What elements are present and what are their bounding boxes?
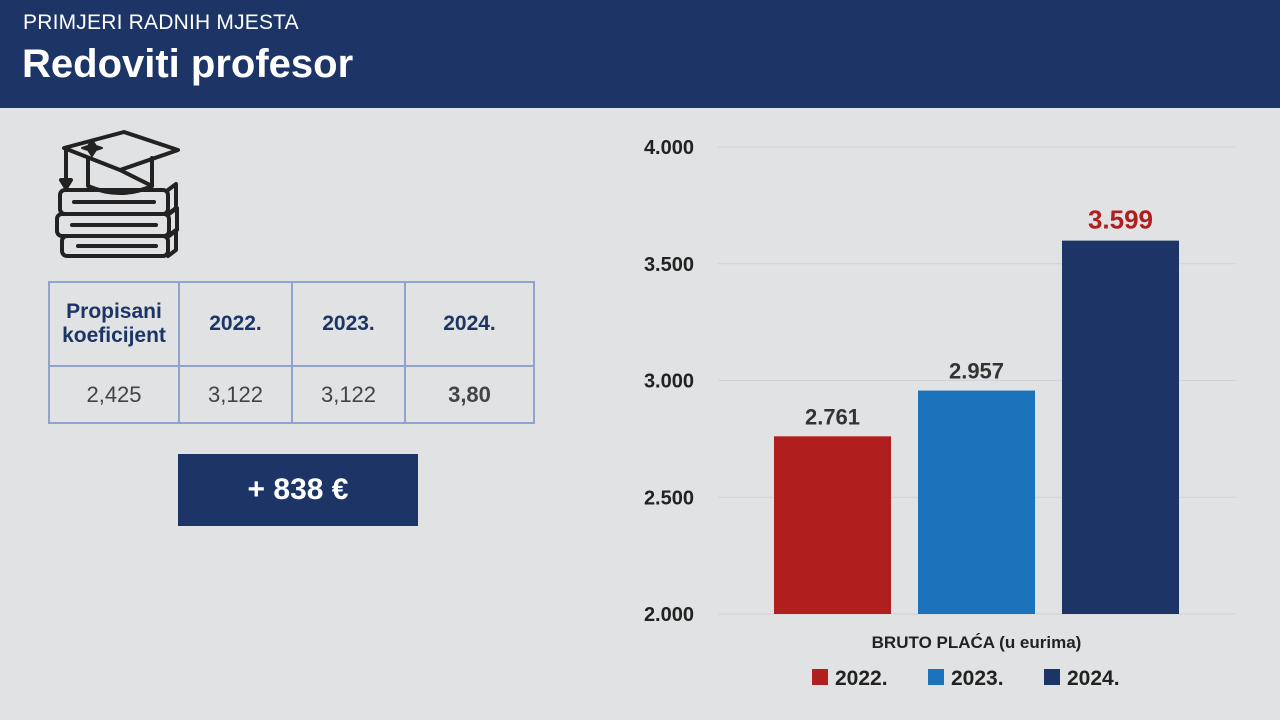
coefficient-2023-value: 3,122 — [291, 365, 406, 424]
legend-swatch — [928, 669, 944, 685]
table-header-row: Propisani koeficijent 2022. 2023. 2024. — [48, 281, 535, 367]
graduation-cap-books-icon — [55, 130, 180, 258]
coefficient-table: Propisani koeficijent 2022. 2023. 2024. … — [48, 281, 535, 424]
x-axis-title: BRUTO PLAĆA (u eurima) — [872, 633, 1082, 652]
coefficient-2024-value: 3,80 — [404, 365, 535, 424]
y-tick-label: 2.500 — [644, 487, 694, 509]
legend-label: 2023. — [951, 667, 1004, 690]
year-header-2023: 2023. — [291, 281, 406, 367]
y-tick-label: 3.000 — [644, 371, 694, 393]
page-subtitle: PRIMJERI RADNIH MJESTA — [23, 11, 299, 34]
data-label: 2.957 — [949, 359, 1004, 384]
bar-2024 — [1062, 240, 1179, 615]
y-tick-label: 3.500 — [644, 254, 694, 276]
row-header-cell: Propisani koeficijent — [48, 281, 180, 367]
bar-2023 — [918, 390, 1035, 614]
year-header-2022: 2022. — [178, 281, 293, 367]
legend-swatch — [1044, 669, 1060, 685]
row-header-line1: Propisani — [66, 300, 162, 323]
prescribed-coefficient-value: 2,425 — [48, 365, 180, 424]
y-tick-label: 4.000 — [644, 137, 694, 159]
legend-swatch — [812, 669, 828, 685]
data-label: 2.761 — [805, 404, 860, 429]
legend-label: 2022. — [835, 667, 888, 690]
legend-label: 2024. — [1067, 667, 1120, 690]
bar-2022 — [774, 436, 891, 614]
increase-badge: + 838 € — [178, 454, 418, 526]
row-header-line2: koeficijent — [62, 324, 166, 347]
page-title: Redoviti profesor — [22, 42, 354, 86]
data-label: 3.599 — [1088, 205, 1153, 235]
header-bar: PRIMJERI RADNIH MJESTA Redoviti profesor — [0, 0, 1280, 108]
y-tick-label: 2.000 — [644, 604, 694, 626]
table-row: 2,425 3,122 3,122 3,80 — [48, 365, 535, 424]
year-header-2024: 2024. — [404, 281, 535, 367]
gross-salary-bar-chart: 2.000 2.500 3.000 3.500 4.000 2.761 2.957 3.599… — [644, 137, 1236, 690]
coefficient-2022-value: 3,122 — [178, 365, 293, 424]
